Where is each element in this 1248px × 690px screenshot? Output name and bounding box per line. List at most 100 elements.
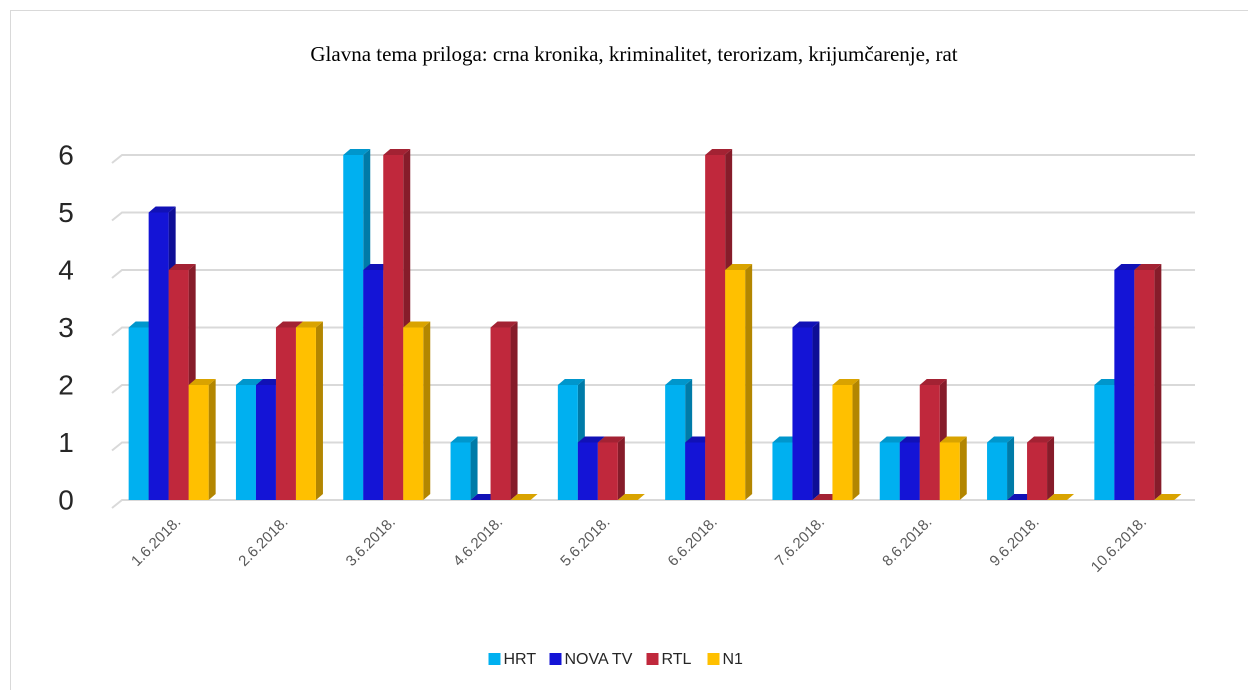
bar-top (275, 321, 303, 328)
bar (987, 442, 1008, 500)
bar (148, 212, 169, 500)
bar-side (470, 436, 478, 500)
bar (275, 327, 296, 500)
bar (725, 270, 746, 500)
x-tick-label: 6.6.2018. (665, 514, 721, 570)
x-tick-label: 3.6.2018. (343, 514, 399, 570)
bar-top (617, 494, 645, 500)
grid-line (111, 326, 1195, 337)
bar (1027, 442, 1048, 500)
legend-swatch (707, 653, 720, 665)
bar-group (792, 321, 820, 500)
grid-line (111, 154, 1195, 164)
bar (665, 385, 686, 500)
grid-line (111, 499, 1195, 509)
bar-top (148, 206, 176, 213)
bar-top (383, 149, 411, 155)
bar-top (879, 436, 907, 443)
bar-group (490, 321, 518, 500)
bar-top (705, 149, 733, 155)
bar-group (188, 379, 216, 500)
bar-group (450, 436, 478, 500)
bar (919, 385, 940, 500)
bar-top (235, 379, 263, 385)
bar-group (987, 436, 1015, 500)
bar-side (315, 321, 323, 500)
bar-side (423, 321, 431, 500)
bar-group (403, 321, 431, 500)
y-tick-label: 6 (58, 139, 74, 170)
bar (685, 442, 706, 500)
bar (1114, 270, 1135, 500)
y-tick-label: 2 (58, 369, 74, 400)
bar-group (1134, 264, 1162, 500)
bar (597, 442, 618, 500)
bar-top (168, 264, 196, 270)
bar-top (577, 436, 605, 443)
bar (832, 385, 853, 500)
bar-group (617, 494, 645, 500)
bar (899, 442, 920, 500)
bar-top (665, 379, 693, 385)
bar-side (1047, 436, 1055, 500)
bar-top (987, 436, 1015, 443)
bar (879, 442, 900, 500)
bar-side (1007, 436, 1015, 500)
legend-label: NOVA TV (565, 651, 633, 668)
bar (772, 442, 793, 500)
bar-top (792, 321, 820, 328)
bar (450, 442, 471, 500)
bar-top (557, 379, 585, 385)
bar-group (939, 436, 967, 500)
x-tick-label: 1.6.2018. (128, 514, 184, 570)
grid-line (111, 211, 1195, 222)
bar-group (510, 494, 538, 500)
bar-side (510, 321, 518, 500)
bar (235, 385, 256, 500)
bar-top (1027, 436, 1055, 443)
bar-side (959, 436, 967, 500)
bar (128, 327, 149, 500)
x-tick-label: 5.6.2018. (557, 514, 613, 570)
bar-side (852, 379, 860, 500)
y-tick-label: 0 (58, 484, 74, 515)
bar (490, 327, 511, 500)
bar-group (1154, 494, 1182, 500)
bar (383, 155, 404, 500)
x-tick-label: 2.6.2018. (235, 514, 291, 570)
legend-swatch (549, 653, 562, 665)
bar-group (597, 436, 625, 500)
bar-side (617, 436, 625, 500)
x-tick-label: 10.6.2018. (1088, 514, 1150, 576)
bar-group (725, 264, 753, 500)
bar-top (832, 379, 860, 385)
x-tick-label: 4.6.2018. (450, 514, 506, 570)
bar (188, 385, 209, 500)
bar (557, 385, 578, 500)
bar (705, 155, 726, 500)
chart-border (10, 10, 1248, 690)
bar (403, 327, 424, 500)
bar-group (832, 379, 860, 500)
bar (792, 327, 813, 500)
legend-swatch (488, 653, 501, 665)
y-tick-label: 3 (58, 312, 74, 343)
bar-top (343, 149, 371, 155)
bar-side (745, 264, 753, 500)
bar-top (490, 321, 518, 328)
bar-top (450, 436, 478, 443)
bar-group (295, 321, 323, 500)
bar-group (1027, 436, 1055, 500)
bar (168, 270, 189, 500)
bar-side (208, 379, 216, 500)
bar (343, 155, 364, 500)
bar-top (1047, 494, 1075, 500)
bar (1094, 385, 1115, 500)
chart-title: Glavna tema priloga: crna kronika, krimi… (310, 42, 957, 66)
y-tick-label: 1 (58, 427, 74, 458)
legend-label: N1 (723, 651, 744, 668)
bar-top (1134, 264, 1162, 270)
bar-top (188, 379, 216, 385)
bar (255, 385, 276, 500)
